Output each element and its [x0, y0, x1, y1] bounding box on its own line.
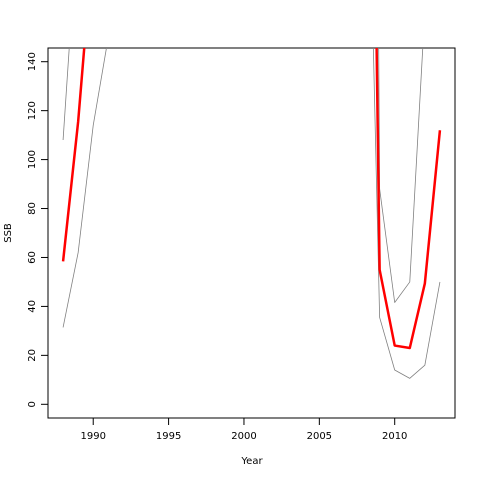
y-tick-label: 80 [27, 202, 38, 215]
y-tick-label: 120 [27, 101, 38, 120]
y-tick-label: 100 [27, 150, 38, 169]
y-tick-label: 20 [27, 349, 38, 362]
y-tick-label: 40 [27, 300, 38, 313]
y-tick-label: 140 [27, 52, 38, 71]
y-tick-label: 60 [27, 251, 38, 264]
x-tick-label: 2005 [307, 431, 332, 442]
x-tick-label: 1990 [80, 431, 105, 442]
x-tick-label: 1995 [156, 431, 181, 442]
y-axis-label: SSB [3, 223, 14, 243]
series-line [61, 48, 442, 350]
series-line [62, 48, 424, 303]
plot-lines [61, 48, 442, 379]
x-tick-label: 2000 [231, 431, 256, 442]
plot-frame [47, 47, 456, 419]
series-line [62, 48, 441, 379]
y-tick-label: 0 [27, 401, 38, 407]
x-tick-label: 2010 [382, 431, 407, 442]
x-axis-label: Year [240, 456, 263, 467]
